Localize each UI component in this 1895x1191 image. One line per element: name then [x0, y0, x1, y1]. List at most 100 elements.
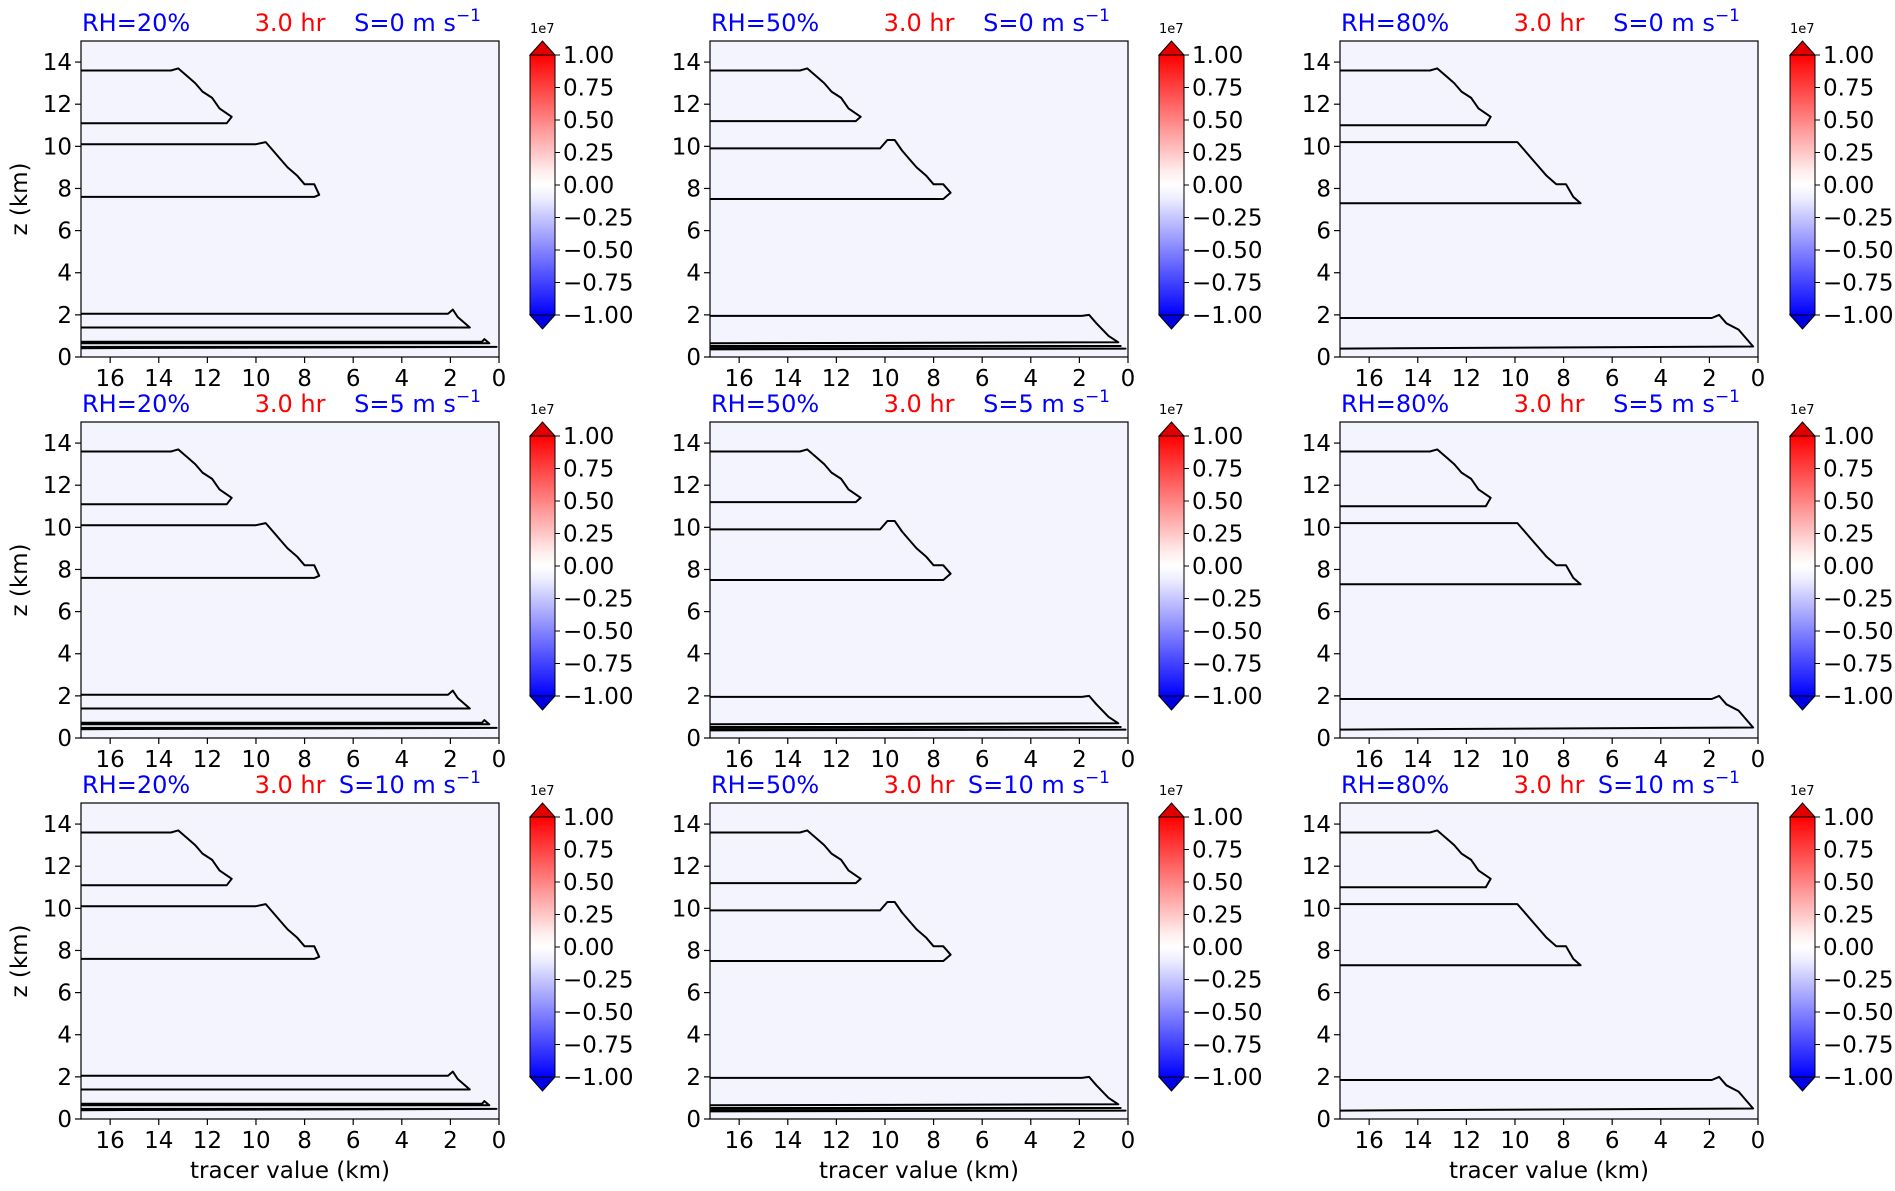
x-tick-label: 4: [1653, 1128, 1668, 1154]
colorbar-tick-label: −1.00: [1192, 684, 1262, 710]
y-tick-label: 10: [1302, 134, 1331, 160]
colorbar: 1.00 0.75 0.50 0.25 0.00 −0.25 −0.50 −0.75 −1.00…: [1157, 22, 1262, 330]
colorbar-tick-label: 0.00: [1823, 173, 1874, 199]
x-tick-label: 2: [1072, 1128, 1087, 1154]
contour-line-2: [710, 901, 952, 962]
colorbar-tick-label: −0.25: [1192, 968, 1262, 994]
plot-area: [81, 422, 499, 738]
y-tick-label: 0: [57, 1107, 72, 1133]
title-shear-value: S=0 m s: [1613, 9, 1715, 37]
plot-area: [1340, 803, 1758, 1119]
x-tick-label: 12: [193, 366, 222, 392]
plot-frame: [80, 802, 500, 1120]
title-rh: RH=80%: [1341, 771, 1449, 799]
x-tick-label: 6: [975, 1128, 990, 1154]
colorbar-tick-label: −0.75: [1823, 1033, 1893, 1059]
colorbar: 1.00 0.75 0.50 0.25 0.00 −0.25 −0.50 −0.75 −1.00…: [528, 22, 633, 330]
x-tick-label: 8: [297, 747, 312, 773]
colorbar-extend-max: [1788, 421, 1817, 437]
x-tick-label: 10: [870, 747, 899, 773]
contour-line-4: [81, 338, 491, 345]
colorbar-extend-max: [1788, 802, 1817, 818]
y-tick-label: 12: [1302, 854, 1331, 880]
x-tick-label: 0: [1121, 366, 1136, 392]
y-tick-label: 2: [686, 1065, 701, 1091]
y-tick-label: 12: [672, 473, 701, 499]
contour-line-1: [710, 67, 862, 123]
y-tick-label: 6: [57, 600, 72, 626]
x-tick-label: 12: [193, 1128, 222, 1154]
x-tick-label: 6: [1605, 1128, 1620, 1154]
colorbar-extend-max: [1788, 40, 1817, 56]
contour-line-1: [1340, 829, 1492, 889]
colorbar-tick-label: 0.75: [563, 76, 614, 102]
colorbar-tick-label: 0.25: [1823, 522, 1874, 548]
colorbar: 1.00 0.75 0.50 0.25 0.00 −0.25 −0.50 −0.75 −1.00…: [1157, 403, 1262, 711]
title-shear: S=5 m s−1: [1613, 387, 1740, 418]
colorbar-exponent: 1e7: [1790, 22, 1815, 37]
colorbar-tick-label: −0.75: [1192, 1033, 1262, 1059]
colorbar-tick-label: 0.25: [1192, 522, 1243, 548]
y-tick-label: 2: [686, 684, 701, 710]
colorbar-exponent: 1e7: [1159, 403, 1184, 418]
title-shear: S=0 m s−1: [983, 6, 1110, 37]
title-time: 3.0 hr: [1514, 9, 1585, 37]
colorbar-fill: [530, 817, 555, 1077]
colorbar-tick-label: 0.75: [1192, 838, 1243, 864]
y-tick-label: 0: [686, 1107, 701, 1133]
x-tick-label: 14: [1403, 747, 1432, 773]
colorbar-tick-label: 0.50: [563, 489, 614, 515]
colorbar-extend-max: [528, 802, 557, 818]
x-tick-label: 16: [1355, 1128, 1384, 1154]
x-tick-label: 12: [822, 1128, 851, 1154]
colorbar-tick-label: −1.00: [563, 1065, 633, 1091]
x-tick-label: 8: [926, 1128, 941, 1154]
plot-frame: [709, 421, 1129, 739]
colorbar-tick-label: −0.25: [1823, 968, 1893, 994]
colorbar-tick-label: −1.00: [1192, 1065, 1262, 1091]
colorbar-exponent: 1e7: [530, 784, 555, 799]
contour-line-1: [81, 448, 233, 506]
colorbar-exponent: 1e7: [1790, 403, 1815, 418]
title-shear-value: S=0 m s: [354, 9, 456, 37]
contour-line-3: [709, 694, 1120, 726]
title-rh: RH=50%: [711, 9, 819, 37]
colorbar-tick-label: −0.50: [563, 619, 633, 645]
colorbar: 1.00 0.75 0.50 0.25 0.00 −0.25 −0.50 −0.75 −1.00…: [528, 403, 633, 711]
title-shear: S=0 m s−1: [354, 6, 481, 37]
colorbar-tick-label: 0.50: [1192, 870, 1243, 896]
title-shear-exponent: −1: [456, 768, 481, 788]
x-tick-label: 10: [1500, 747, 1529, 773]
y-tick-label: 2: [1316, 303, 1331, 329]
x-tick-label: 6: [346, 366, 361, 392]
x-tick-label: 12: [822, 747, 851, 773]
colorbar: 1.00 0.75 0.50 0.25 0.00 −0.25 −0.50 −0.75 −1.00…: [528, 784, 633, 1092]
x-tick-label: 10: [870, 366, 899, 392]
x-tick-label: 14: [144, 747, 173, 773]
x-tick-label: 16: [1355, 747, 1384, 773]
y-tick-label: 10: [1302, 515, 1331, 541]
y-tick-label: 8: [686, 176, 701, 202]
colorbar-tick-label: −0.75: [563, 271, 633, 297]
x-axis-label: tracer value (km): [819, 1158, 1019, 1184]
colorbar-fill: [1790, 55, 1815, 315]
colorbar-fill: [1159, 817, 1184, 1077]
plot-area: [1340, 422, 1758, 738]
title-shear: S=10 m s−1: [968, 768, 1110, 799]
colorbar-tick-label: −0.75: [1823, 271, 1893, 297]
x-axis-label: tracer value (km): [190, 1158, 390, 1184]
contour-line-2: [710, 139, 952, 200]
colorbar-extend-min: [528, 314, 557, 330]
title-rh: RH=20%: [82, 771, 190, 799]
x-tick-label: 4: [1023, 747, 1038, 773]
x-tick-label: 12: [193, 747, 222, 773]
y-tick-label: 4: [686, 642, 701, 668]
x-tick-label: 4: [1023, 1128, 1038, 1154]
title-shear-exponent: −1: [456, 387, 481, 407]
y-tick-label: 4: [686, 261, 701, 287]
colorbar-tick-label: 1.00: [1192, 424, 1243, 450]
colorbar-exponent: 1e7: [1159, 22, 1184, 37]
colorbar-extend-min: [1788, 1076, 1817, 1092]
x-axis-label: tracer value (km): [1449, 1158, 1649, 1184]
plot-frame: [80, 40, 500, 358]
